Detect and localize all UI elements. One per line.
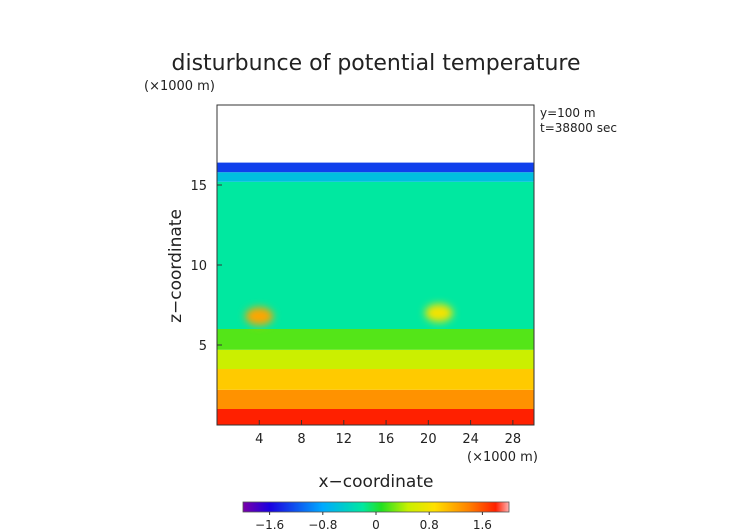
colorbar-tick-label-0: −1.6 — [255, 518, 284, 532]
field-band-4 — [217, 329, 534, 350]
x-tick-label-5: 24 — [462, 432, 479, 447]
colorbar-tick-label-1: −0.8 — [308, 518, 337, 532]
plot-area — [217, 162, 534, 425]
field-band-5 — [217, 181, 534, 329]
colorbar: −1.6 −0.8 0 0.8 1.6 — [242, 501, 510, 532]
y-axis-label: z−coordinate — [166, 209, 186, 323]
field-band-6 — [217, 172, 534, 182]
colorbar-tick-label-2: 0 — [372, 518, 380, 532]
x-tick-label-6: 28 — [505, 432, 522, 447]
x-tick-label-2: 12 — [336, 432, 353, 447]
field-band-7 — [217, 162, 534, 173]
field-band-2 — [217, 369, 534, 390]
warm-blob-1 — [424, 304, 453, 322]
x-axis-label: x−coordinate — [319, 472, 434, 492]
x-unit-label: (×1000 m) — [467, 450, 538, 465]
field-band-1 — [217, 389, 534, 409]
warm-blob-0 — [245, 307, 274, 326]
colorbar-ticks: −1.6 −0.8 0 0.8 1.6 — [255, 512, 492, 532]
y-tick-label-0: 5 — [199, 339, 207, 354]
y-tick-label-2: 15 — [190, 179, 207, 194]
colorbar-gradient — [242, 501, 510, 513]
x-tick-label-4: 20 — [420, 432, 437, 447]
annotation-y: y=100 m — [540, 106, 596, 120]
y-axis: 5 10 15 — [190, 179, 222, 354]
chart-title: disturbunce of potential temperature — [172, 51, 581, 76]
field-layer — [217, 162, 534, 425]
annotation-time: t=38800 sec — [540, 121, 617, 135]
y-tick-label-1: 10 — [190, 259, 207, 274]
x-tick-label-0: 4 — [255, 432, 263, 447]
colorbar-tick-label-3: 0.8 — [420, 518, 439, 532]
colorbar-tick-label-4: 1.6 — [473, 518, 492, 532]
x-tick-label-1: 8 — [297, 432, 305, 447]
field-band-0 — [217, 409, 534, 425]
field-band-3 — [217, 349, 534, 369]
x-axis: 4 8 12 16 20 24 28 — [255, 420, 521, 447]
y-unit-label: (×1000 m) — [144, 79, 215, 94]
x-tick-label-3: 16 — [378, 432, 395, 447]
